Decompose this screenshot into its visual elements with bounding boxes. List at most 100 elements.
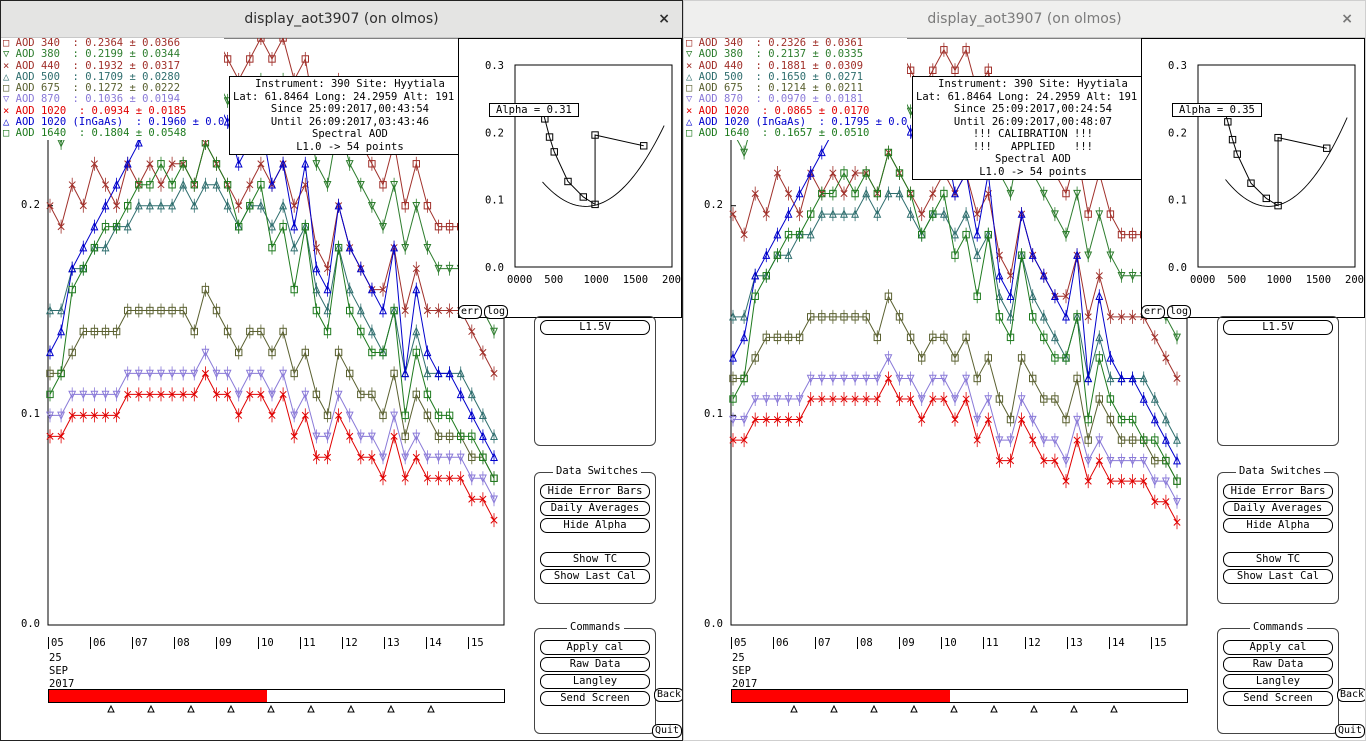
data-point	[1106, 353, 1115, 362]
command-send-screen-button[interactable]: Send Screen	[540, 691, 650, 706]
level-button[interactable]: L1.5V	[540, 320, 650, 335]
close-icon[interactable]: ×	[658, 11, 670, 27]
data-point	[290, 242, 299, 252]
command-send-screen-button[interactable]: Send Screen	[1223, 691, 1333, 706]
data-point	[290, 202, 298, 210]
x-tick-label: 15	[1151, 637, 1167, 649]
data-point	[1095, 332, 1104, 342]
data-point	[929, 66, 937, 74]
data-point	[390, 369, 398, 378]
data-point	[1095, 272, 1103, 280]
legend-label: AOD 675 : 0.1272 ± 0.0222	[15, 82, 181, 95]
title-bar[interactable]: display_aot3907 (on olmos) ×	[1, 1, 682, 38]
back-button[interactable]: Back	[1337, 688, 1365, 702]
data-point	[57, 223, 65, 231]
err-toggle-button[interactable]: err	[1141, 305, 1166, 319]
data-point	[851, 209, 860, 218]
data-point	[1029, 436, 1037, 444]
data-point	[279, 222, 287, 231]
data-point	[1018, 415, 1026, 424]
data-point	[1084, 373, 1093, 383]
inset-y-tick-label: 0.3	[485, 60, 504, 72]
data-point	[490, 452, 498, 461]
data-point	[973, 436, 981, 444]
legend-marker-icon: □	[686, 37, 699, 49]
data-point	[456, 368, 465, 378]
command-apply-cal-button[interactable]: Apply cal	[540, 640, 650, 655]
command-raw-data-button[interactable]: Raw Data	[540, 657, 650, 672]
data-point	[357, 390, 365, 399]
log-toggle-button[interactable]: log	[484, 305, 509, 319]
legend-label: AOD 675 : 0.1214 ± 0.0211	[698, 82, 864, 95]
back-button[interactable]: Back	[654, 688, 682, 702]
x-tick-label: 10	[258, 637, 274, 649]
data-point	[46, 411, 54, 421]
data-point	[457, 432, 465, 441]
legend-marker-icon: △	[3, 70, 16, 83]
data-point	[984, 354, 993, 362]
data-point	[1095, 291, 1104, 300]
log-toggle-button[interactable]: log	[1167, 305, 1192, 319]
data-point	[1062, 415, 1070, 424]
data-point	[1040, 395, 1048, 403]
switch-hide-alpha-button[interactable]: Hide Alpha	[1223, 518, 1333, 533]
command-raw-data-button[interactable]: Raw Data	[1223, 657, 1333, 672]
data-point	[101, 222, 110, 231]
data-point	[168, 160, 176, 168]
switch-show-tc-button[interactable]: Show TC	[1223, 552, 1333, 567]
data-point	[434, 222, 443, 231]
switch-show-tc-button[interactable]: Show TC	[540, 552, 650, 567]
time-progress-bar[interactable]	[731, 689, 1188, 703]
data-point	[423, 474, 431, 482]
quit-button[interactable]: Quit	[652, 724, 682, 738]
data-point	[379, 411, 387, 420]
x-tick-label: 05	[731, 637, 747, 649]
close-icon[interactable]: ×	[1341, 11, 1353, 27]
data-point	[784, 190, 793, 198]
data-point	[1028, 415, 1037, 425]
data-point	[412, 326, 421, 336]
data-point	[807, 210, 815, 218]
data-point	[1162, 498, 1170, 506]
data-point	[1117, 230, 1126, 239]
data-point	[940, 189, 948, 198]
data-point	[1161, 477, 1170, 487]
switch-hide-alpha-button[interactable]: Hide Alpha	[540, 518, 650, 533]
data-point	[1128, 456, 1137, 466]
data-point	[268, 55, 276, 63]
data-point	[57, 305, 66, 315]
date-label: 2017	[49, 678, 75, 690]
data-point	[468, 453, 476, 461]
legend-item: □ AOD 1640 : 0.1804 ± 0.0548	[3, 128, 224, 139]
data-point	[235, 411, 243, 419]
command-langley-button[interactable]: Langley	[540, 674, 650, 689]
data-point	[423, 243, 432, 253]
switch-hide-error-bars-button[interactable]: Hide Error Bars	[540, 484, 650, 499]
command-apply-cal-button[interactable]: Apply cal	[1223, 640, 1333, 655]
quit-button[interactable]: Quit	[1335, 724, 1365, 738]
data-point	[995, 436, 1004, 445]
data-point	[895, 374, 904, 384]
level-button[interactable]: L1.5V	[1223, 320, 1333, 335]
data-point	[1006, 333, 1015, 342]
switch-show-last-cal-button[interactable]: Show Last Cal	[540, 569, 650, 584]
data-point	[490, 431, 498, 441]
data-point	[928, 374, 937, 384]
command-langley-button[interactable]: Langley	[1223, 674, 1333, 689]
switch-show-last-cal-button[interactable]: Show Last Cal	[1223, 569, 1333, 584]
data-point	[840, 395, 848, 403]
title-bar[interactable]: display_aot3907 (on olmos) ×	[684, 1, 1365, 38]
switch-daily-averages-button[interactable]: Daily Averages	[1223, 501, 1333, 516]
switch-hide-error-bars-button[interactable]: Hide Error Bars	[1223, 484, 1333, 499]
switch-daily-averages-button[interactable]: Daily Averages	[540, 501, 650, 516]
time-progress-bar[interactable]	[48, 689, 505, 703]
data-point	[135, 181, 143, 189]
data-point	[895, 169, 904, 177]
data-point	[168, 200, 177, 210]
data-point	[1039, 436, 1048, 445]
data-point	[434, 453, 443, 463]
err-toggle-button[interactable]: err	[458, 305, 483, 319]
data-point	[1173, 374, 1181, 383]
data-point	[246, 181, 254, 189]
data-point	[729, 311, 737, 321]
